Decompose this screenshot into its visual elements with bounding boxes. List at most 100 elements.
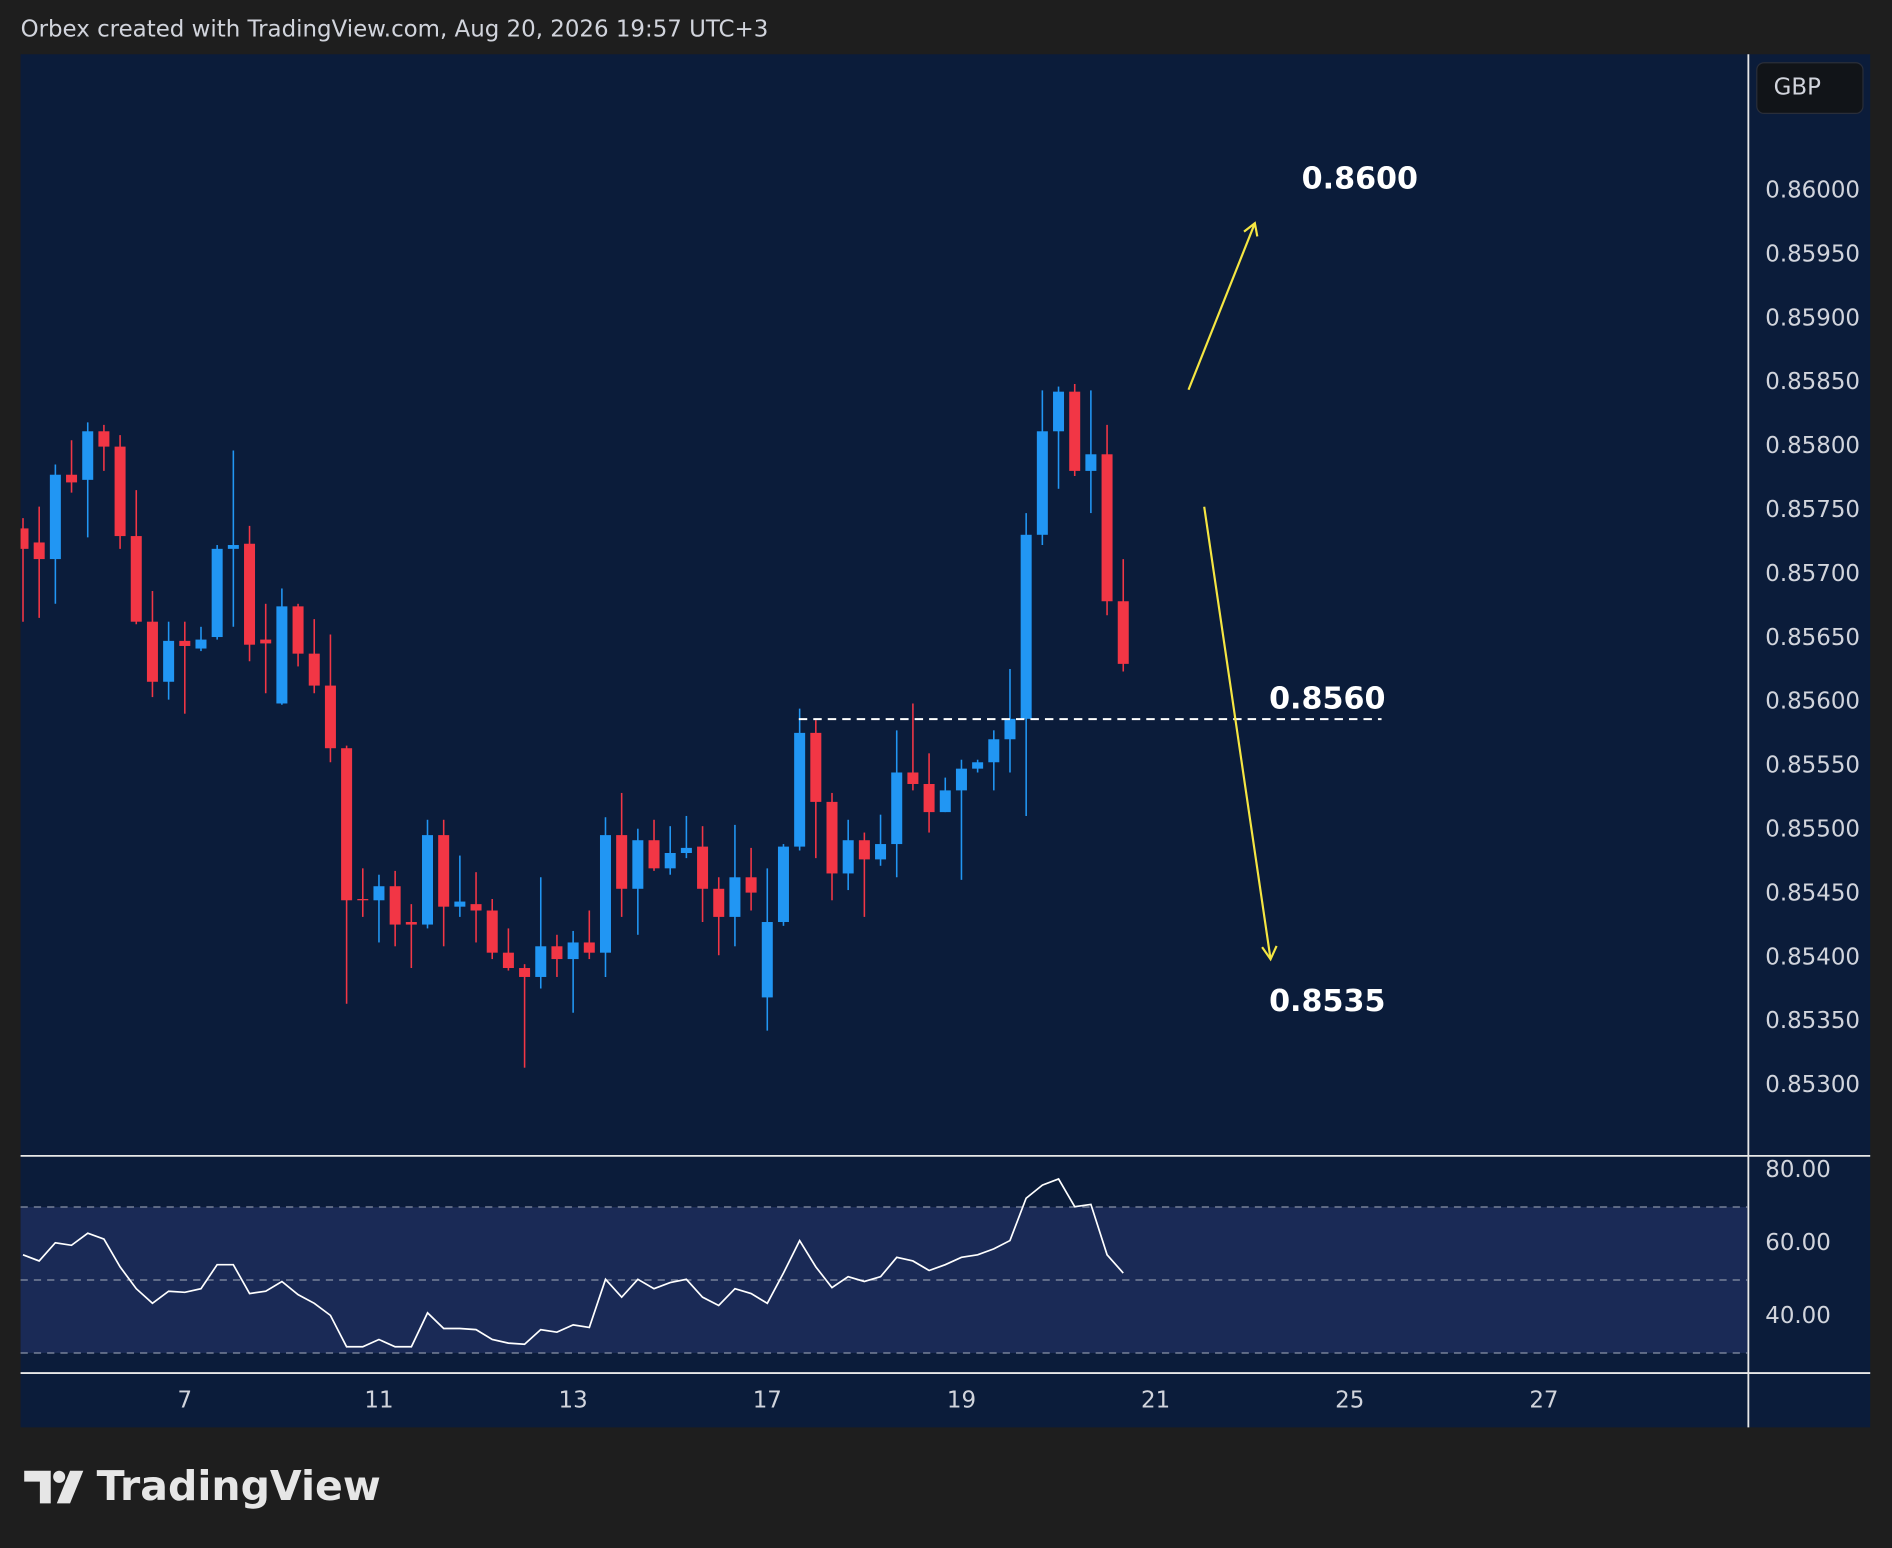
arrow-head — [1261, 945, 1278, 962]
rsi-tick-label: 80.00 — [1765, 1157, 1831, 1183]
candle-body — [858, 840, 870, 860]
y-tick-label: 0.85750 — [1765, 497, 1860, 523]
candle-body — [292, 606, 304, 654]
candle-body — [324, 685, 336, 749]
candle-body — [988, 739, 1000, 763]
x-tick-label: 19 — [947, 1387, 976, 1413]
candle-body — [20, 528, 29, 549]
candle-body — [939, 790, 951, 813]
candle-body — [729, 877, 741, 917]
y-tick-label: 0.85850 — [1765, 369, 1860, 395]
candle-body — [82, 431, 94, 480]
candle-body — [875, 844, 887, 860]
candle-body — [907, 772, 919, 784]
candle-body — [98, 431, 110, 447]
x-tick-label: 25 — [1335, 1387, 1364, 1413]
y-tick-label: 0.85400 — [1765, 944, 1860, 970]
candle-body — [341, 748, 353, 901]
y-tick-label: 0.85700 — [1765, 561, 1860, 587]
candle-body — [33, 542, 45, 560]
y-tick-label: 0.85650 — [1765, 625, 1860, 651]
y-tick-label: 0.85800 — [1765, 433, 1860, 459]
candle-body — [211, 548, 223, 638]
candle-body — [470, 904, 482, 911]
candle-body — [664, 853, 676, 869]
y-tick-label: 0.85600 — [1765, 689, 1860, 715]
logo-dot — [53, 1470, 66, 1483]
candle-body — [422, 835, 434, 925]
candle-body — [519, 968, 531, 977]
candle-body — [1101, 454, 1113, 602]
candle-body — [680, 847, 692, 854]
y-tick-label: 0.85450 — [1765, 880, 1860, 906]
candle-body — [114, 446, 126, 537]
candle-body — [713, 888, 725, 917]
candle-body — [49, 474, 61, 560]
y-tick-label: 0.85500 — [1765, 816, 1860, 842]
candle-body — [777, 846, 789, 923]
arrow-down — [1203, 506, 1272, 960]
rsi-line — [22, 1177, 1124, 1348]
candle-body — [535, 946, 547, 977]
x-tick-label: 11 — [364, 1387, 393, 1413]
logo-slash — [56, 1470, 84, 1504]
candle-body — [616, 835, 628, 889]
candle-body — [1085, 454, 1097, 471]
candle-body — [583, 942, 595, 953]
candle-body — [891, 772, 903, 845]
candle-body — [599, 835, 611, 953]
currency-label[interactable]: GBP — [1774, 75, 1821, 101]
candle-body — [1004, 718, 1016, 740]
candle-body — [195, 639, 207, 649]
candle-body — [146, 621, 158, 682]
logo-icon — [24, 1470, 84, 1504]
candle-body — [179, 640, 191, 646]
y-tick-label: 0.85550 — [1765, 753, 1860, 779]
annotation: 0.8600 — [1302, 161, 1418, 196]
candle-body — [810, 732, 822, 802]
candle-body — [842, 840, 854, 874]
candle-body — [955, 768, 967, 791]
rsi-band-layer — [20, 1206, 1748, 1354]
candle-body — [551, 946, 563, 960]
candle-body — [66, 474, 78, 483]
candle-body — [454, 901, 466, 907]
candles — [20, 384, 1129, 1068]
rsi-tick-label: 60.00 — [1765, 1230, 1831, 1256]
x-tick-label: 7 — [178, 1387, 193, 1413]
candle-body — [1020, 534, 1032, 719]
candle-body — [567, 942, 579, 960]
annotations: 0.8600 0.8560 0.8535 — [1269, 161, 1418, 1019]
y-tick-label: 0.85300 — [1765, 1072, 1860, 1098]
brand: TradingView — [97, 1462, 381, 1510]
rsi-tick-label: 40.00 — [1765, 1303, 1831, 1329]
candle-body — [697, 846, 709, 889]
candle-body — [276, 606, 288, 704]
y-tick-label: 0.86000 — [1765, 178, 1860, 204]
candle-body — [1117, 601, 1129, 664]
candle-body — [438, 835, 450, 907]
candle-body — [486, 910, 498, 953]
candle-body — [826, 801, 838, 874]
candle-body — [1053, 391, 1065, 432]
logo-t — [24, 1470, 51, 1504]
arrow-up — [1187, 222, 1256, 391]
candle-body — [163, 640, 175, 682]
currency-button[interactable] — [1756, 62, 1864, 115]
header: Orbex created with TradingView.com, Aug … — [21, 17, 769, 43]
candle-body — [923, 783, 935, 813]
candle-body — [405, 922, 417, 925]
candle-body — [357, 899, 369, 901]
candle-body — [389, 886, 401, 925]
x-tick-label: 13 — [559, 1387, 588, 1413]
candle-body — [632, 840, 644, 889]
y-tick-label: 0.85950 — [1765, 241, 1860, 267]
candle-body — [794, 732, 806, 847]
x-tick-label: 17 — [753, 1387, 782, 1413]
y-tick-label: 0.85900 — [1765, 305, 1860, 331]
candle-body — [308, 653, 320, 686]
candle-body — [1036, 431, 1048, 535]
arrows — [1187, 221, 1278, 962]
